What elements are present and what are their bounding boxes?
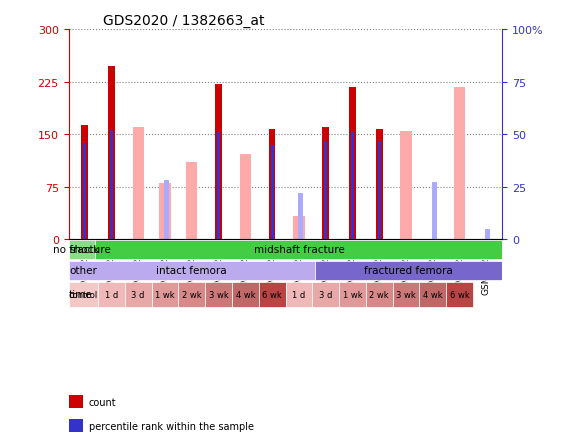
Text: 2 wk: 2 wk — [182, 290, 202, 299]
Bar — [132, 128, 144, 240]
Bar — [83, 143, 86, 240]
Text: GDS2020 / 1382663_at: GDS2020 / 1382663_at — [103, 14, 265, 28]
Text: 1 wk: 1 wk — [155, 290, 175, 299]
FancyBboxPatch shape — [151, 283, 178, 307]
Bar — [110, 131, 113, 240]
Bar — [376, 129, 383, 240]
FancyBboxPatch shape — [312, 283, 339, 307]
Bar — [217, 133, 220, 240]
FancyBboxPatch shape — [69, 240, 95, 259]
FancyBboxPatch shape — [339, 283, 366, 307]
Bar — [108, 66, 115, 240]
Text: 3 d: 3 d — [319, 290, 332, 299]
FancyBboxPatch shape — [393, 283, 420, 307]
Text: 1 wk: 1 wk — [343, 290, 362, 299]
FancyBboxPatch shape — [366, 283, 393, 307]
FancyBboxPatch shape — [178, 283, 205, 307]
Text: 4 wk: 4 wk — [423, 290, 443, 299]
Text: other: other — [69, 266, 97, 276]
Bar — [323, 128, 329, 240]
Text: time: time — [69, 290, 93, 300]
Text: 4 wk: 4 wk — [235, 290, 255, 299]
Text: fractured femora: fractured femora — [364, 266, 453, 276]
Bar — [298, 194, 303, 240]
Bar — [159, 184, 171, 240]
Text: 3 wk: 3 wk — [208, 290, 228, 299]
Text: 1 d: 1 d — [292, 290, 305, 299]
Bar — [351, 133, 354, 240]
Text: percentile rank within the sample: percentile rank within the sample — [89, 421, 254, 431]
Bar — [269, 130, 275, 240]
Text: shock: shock — [69, 245, 99, 255]
Bar — [240, 155, 251, 240]
Bar — [186, 163, 198, 240]
FancyBboxPatch shape — [446, 283, 473, 307]
FancyBboxPatch shape — [69, 283, 98, 307]
Text: no fracture: no fracture — [53, 245, 111, 255]
FancyBboxPatch shape — [420, 283, 446, 307]
FancyBboxPatch shape — [205, 283, 232, 307]
FancyBboxPatch shape — [286, 283, 312, 307]
Bar — [432, 183, 436, 240]
FancyBboxPatch shape — [98, 283, 125, 307]
Bar — [271, 145, 274, 240]
Bar — [81, 126, 88, 240]
Bar — [349, 88, 356, 240]
Text: 1 d: 1 d — [104, 290, 118, 299]
Text: midshaft fracture: midshaft fracture — [254, 245, 344, 255]
Text: 6 wk: 6 wk — [262, 290, 282, 299]
Bar — [454, 88, 465, 240]
Text: control: control — [69, 290, 98, 299]
Bar — [400, 132, 412, 240]
Bar — [293, 217, 304, 240]
Bar — [215, 85, 222, 240]
FancyBboxPatch shape — [69, 261, 315, 280]
Bar — [378, 141, 381, 240]
Text: intact femora: intact femora — [156, 266, 227, 276]
Text: 6 wk: 6 wk — [450, 290, 469, 299]
Text: 3 d: 3 d — [131, 290, 145, 299]
Bar — [324, 141, 327, 240]
FancyBboxPatch shape — [125, 283, 151, 307]
Text: 3 wk: 3 wk — [396, 290, 416, 299]
Text: count: count — [89, 398, 116, 407]
Text: 2 wk: 2 wk — [369, 290, 389, 299]
FancyBboxPatch shape — [95, 240, 502, 259]
FancyBboxPatch shape — [315, 261, 502, 280]
Bar — [164, 181, 168, 240]
FancyBboxPatch shape — [259, 283, 286, 307]
FancyBboxPatch shape — [232, 283, 259, 307]
Bar — [485, 229, 490, 240]
